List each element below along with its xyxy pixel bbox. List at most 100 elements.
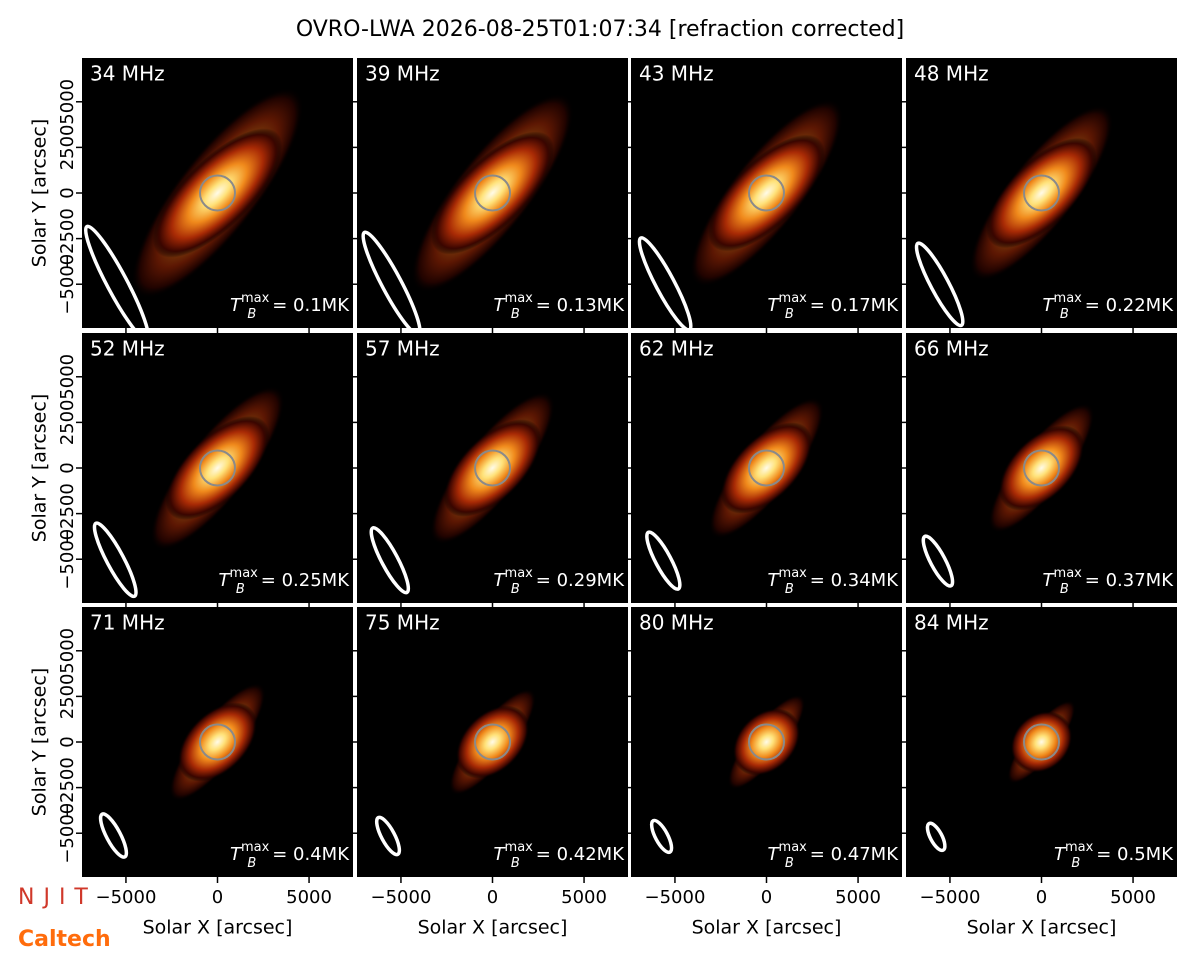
x-tick-label: 0: [761, 887, 772, 908]
tb-max-label: Tmax B = 0.34MK: [768, 566, 900, 597]
tb-value: = 0.13MK: [536, 295, 625, 316]
y-tick-label: 5000: [57, 79, 78, 125]
tb-symbol: T: [494, 295, 507, 316]
panel: 39 MHz Tmax B = 0.13MK: [351, 58, 628, 334]
frequency-label: 71 MHz: [90, 611, 165, 635]
tb-value: = 0.5MK: [1096, 844, 1174, 865]
tb-max-label: Tmax B = 0.1MK: [230, 291, 350, 322]
emission: [165, 416, 270, 520]
panel: 62 MHz Tmax B = 0.34MK: [625, 333, 902, 609]
x-axis-label: Solar X [arcsec]: [418, 917, 568, 939]
x-tick-label: 5000: [1110, 887, 1156, 908]
image: [361, 93, 574, 328]
y-tick-label: 2500: [57, 124, 78, 170]
tb-sub: B: [785, 856, 794, 871]
solar-disk: [474, 174, 511, 212]
y-tick-label: −2500: [57, 757, 78, 818]
tb-sub: B: [236, 582, 245, 597]
beam: [83, 224, 151, 328]
panel: 75 MHz Tmax B = 0.42MK −5000 0 5000 Solar X [ar…: [351, 607, 628, 939]
solar-disk: [1023, 723, 1060, 761]
x-tick-label: 5000: [835, 887, 881, 908]
image: [914, 105, 1114, 328]
y-axis-label: Solar Y [arcsec]: [29, 668, 51, 816]
tb-sup: max: [241, 291, 270, 306]
tb-sup: max: [1054, 291, 1083, 306]
tb-sup: max: [505, 566, 534, 581]
tb-symbol: T: [230, 295, 243, 316]
tb-value: = 0.37MK: [1085, 570, 1174, 591]
frequency-label: 48 MHz: [914, 62, 989, 86]
x-axis-label: Solar X [arcsec]: [143, 917, 293, 939]
frequency-label: 84 MHz: [914, 611, 989, 635]
panel: 66 MHz Tmax B = 0.37MK: [900, 333, 1177, 609]
solar-disk: [748, 449, 785, 487]
tb-value: = 0.29MK: [536, 570, 625, 591]
emission: [708, 134, 825, 252]
beam: [921, 534, 955, 588]
panel: 84 MHz Tmax B = 0.5MK −5000 0 5000 Solar X [arc…: [900, 607, 1177, 939]
y-axis-label: Solar Y [arcsec]: [29, 394, 51, 542]
y-tick-label: 0: [57, 187, 78, 198]
image: [98, 682, 266, 859]
tb-sub: B: [247, 856, 256, 871]
x-tick-label: −5000: [920, 887, 981, 908]
panel: 48 MHz Tmax B = 0.22MK: [900, 58, 1177, 334]
logo-caltech: Caltech: [18, 927, 111, 952]
emission: [720, 422, 813, 514]
y-tick-label: 2500: [57, 399, 78, 445]
tb-sub: B: [1060, 582, 1069, 597]
beam: [637, 236, 693, 328]
y-tick-label: 5000: [57, 354, 78, 400]
tb-sub: B: [511, 582, 520, 597]
tb-symbol: T: [768, 570, 781, 591]
tb-max-label: Tmax B = 0.37MK: [1043, 566, 1175, 597]
solar-disk: [1023, 449, 1060, 487]
tb-symbol: T: [1043, 570, 1056, 591]
emission: [732, 708, 801, 776]
y-tick-label: −5000: [57, 529, 78, 590]
tb-value: = 0.22MK: [1085, 295, 1174, 316]
x-tick-label: 5000: [286, 887, 332, 908]
y-tick-label: −5000: [57, 254, 78, 315]
x-tick-label: −5000: [645, 887, 706, 908]
tb-sup: max: [1054, 566, 1083, 581]
x-tick-label: 5000: [561, 887, 607, 908]
tb-sup: max: [241, 840, 270, 855]
x-tick-label: −5000: [371, 887, 432, 908]
solar-disk: [748, 174, 785, 212]
emission: [152, 128, 283, 258]
beam: [374, 815, 402, 857]
y-tick-label: −5000: [57, 803, 78, 864]
emission: [986, 137, 1097, 249]
solar-disk: [748, 723, 785, 761]
y-tick-label: 0: [57, 462, 78, 473]
solar-disk: [1023, 174, 1060, 212]
y-tick-label: −2500: [57, 208, 78, 269]
image: [925, 700, 1076, 853]
solar-disk: [199, 723, 236, 761]
tb-symbol: T: [219, 570, 232, 591]
y-tick-label: −2500: [57, 483, 78, 544]
tb-symbol: T: [768, 295, 781, 316]
frequency-label: 66 MHz: [914, 337, 989, 361]
beam: [925, 821, 947, 853]
tb-value: = 0.47MK: [810, 844, 899, 865]
tb-sub: B: [1060, 307, 1069, 322]
tb-sup: max: [779, 840, 808, 855]
image: [649, 694, 806, 855]
tb-sub: B: [511, 307, 520, 322]
x-tick-label: 0: [1036, 887, 1047, 908]
tb-sub: B: [247, 307, 256, 322]
beam: [649, 818, 674, 855]
emission: [455, 705, 530, 779]
tb-max-label: Tmax B = 0.13MK: [494, 291, 626, 322]
emission: [1010, 711, 1073, 773]
beam: [645, 530, 682, 591]
solar-disk: [199, 449, 236, 487]
image: [637, 99, 844, 328]
logo-njit: NJIT: [18, 885, 97, 910]
tb-max-label: Tmax B = 0.5MK: [1054, 840, 1174, 871]
